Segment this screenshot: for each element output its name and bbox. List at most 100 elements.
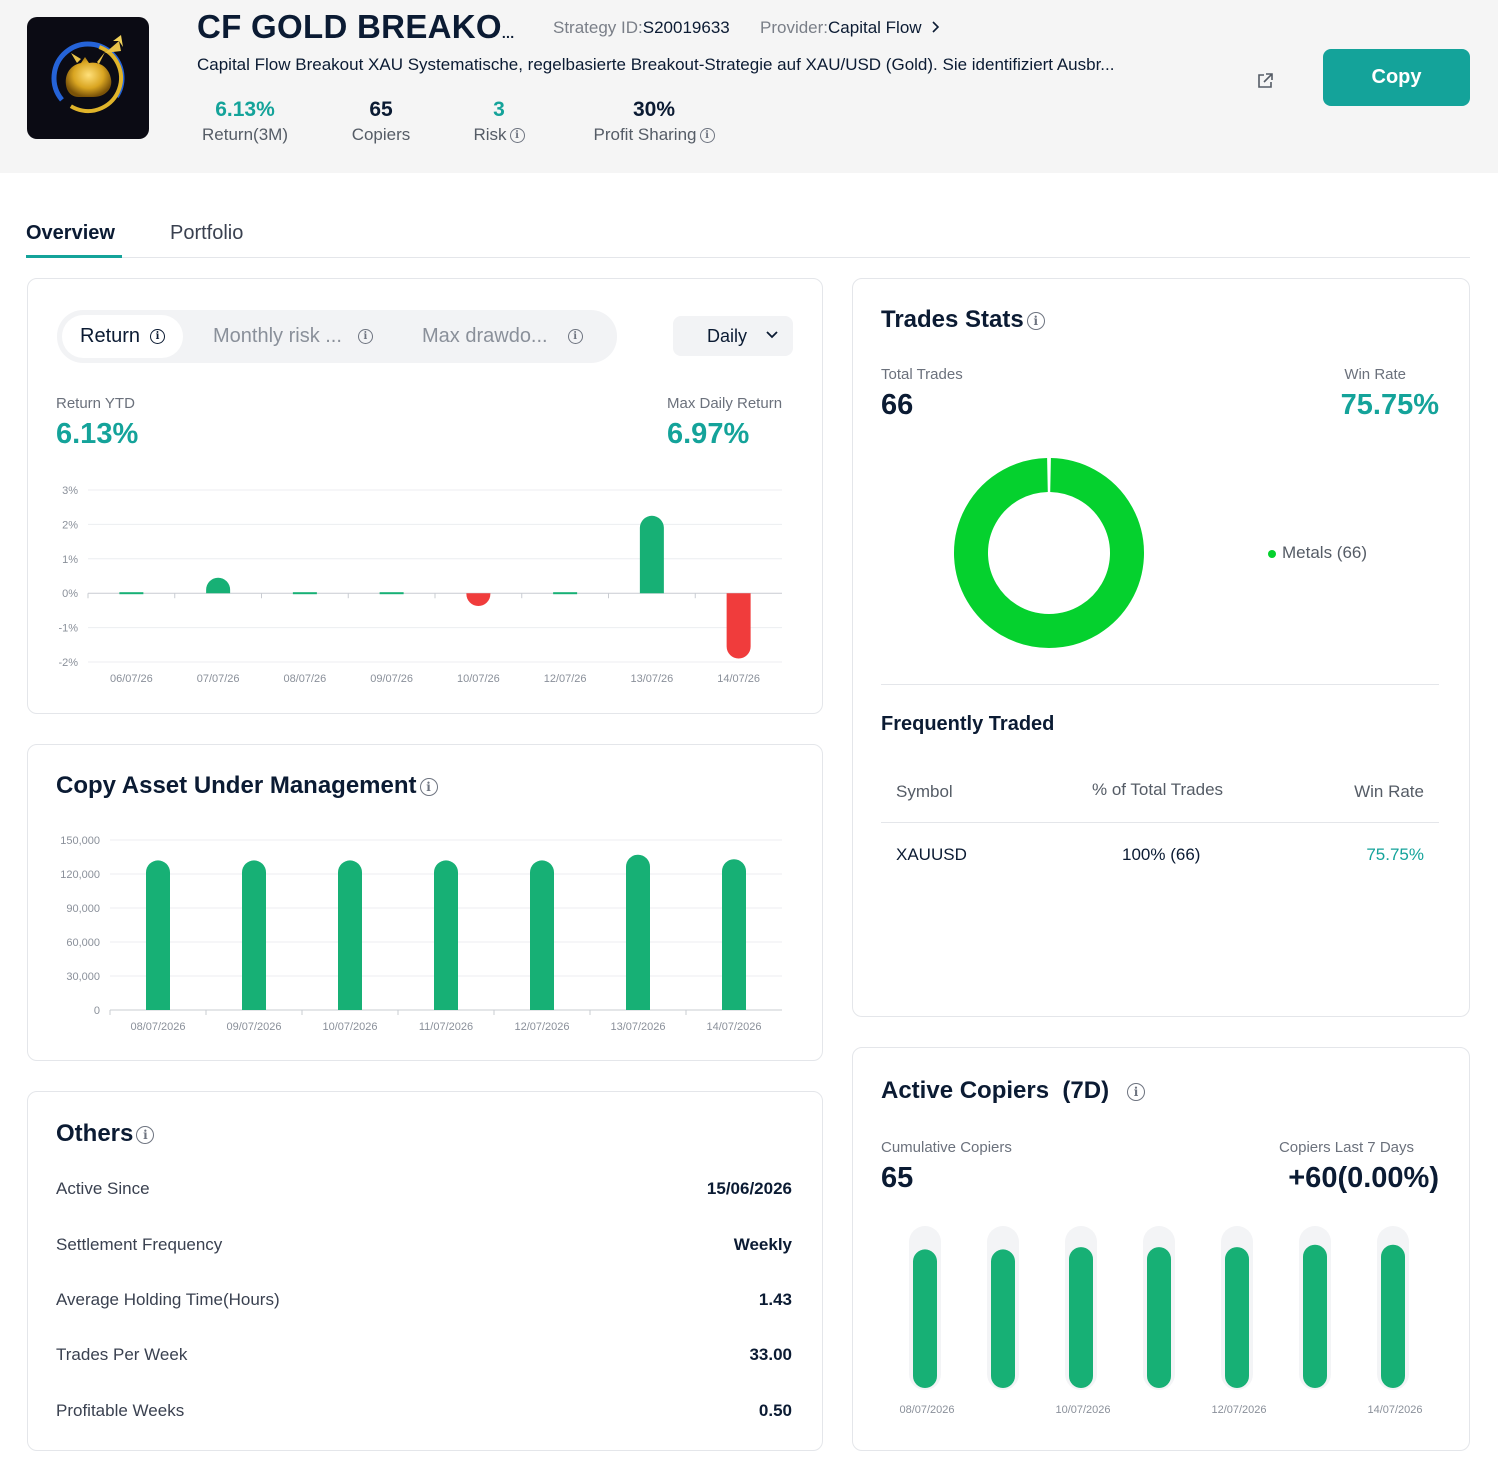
bar [722, 859, 746, 1010]
x-tick-label: 08/07/2026 [899, 1404, 954, 1416]
tab-bar: Overview Portfolio [26, 218, 1470, 258]
info-icon[interactable]: i [357, 329, 373, 345]
column-header-symbol: Symbol [896, 782, 953, 801]
chevron-right-icon [932, 21, 940, 33]
bar [1225, 1247, 1249, 1388]
stat-return: 6.13% Return(3M) [202, 98, 288, 144]
tab-overview[interactable]: Overview [26, 222, 115, 244]
x-tick-label: 09/07/26 [370, 673, 413, 685]
daily-return-chart: 3% 2% 1% 0% -1% -2% 06/07/26 07/07/26 08/07/26 09… [58, 485, 782, 685]
x-tick-label: 12/07/2026 [514, 1021, 569, 1033]
segment-monthly-risk[interactable]: Monthly risk ... i [213, 315, 373, 358]
bar [146, 860, 170, 1010]
bar [119, 592, 144, 595]
y-tick-label: -2% [58, 657, 78, 669]
column-header-win-rate: Win Rate [1354, 782, 1424, 801]
y-tick-label: 150,000 [60, 835, 100, 847]
y-tick-label: -1% [58, 623, 78, 635]
x-tick-label: 11/07/2026 [419, 1021, 473, 1033]
return-ytd-value: 6.13% [56, 418, 139, 450]
bar [639, 515, 664, 594]
period-dropdown[interactable]: Daily [673, 316, 793, 356]
bar [913, 1249, 937, 1388]
trades-stats-title: Trades Stats i [881, 306, 1045, 334]
strategy-logo [27, 17, 149, 139]
x-tick-label: 06/07/26 [110, 673, 153, 685]
bar [530, 860, 554, 1010]
bar [991, 1249, 1015, 1388]
info-icon[interactable]: i [509, 128, 525, 144]
bar [379, 592, 404, 595]
info-icon[interactable]: i [567, 329, 583, 345]
active-since-label: Active Since [56, 1179, 150, 1198]
frequently-traded-title: Frequently Traded [881, 713, 1055, 735]
provider-link[interactable]: Provider:Capital Flow [760, 18, 942, 38]
y-tick-label: 0 [94, 1005, 100, 1017]
settlement-value: Weekly [733, 1235, 792, 1254]
donut-legend: Metals (66) [1268, 543, 1367, 563]
cell-pct: 100% (66) [1122, 845, 1201, 864]
x-tick-label: 10/07/2026 [1055, 1404, 1110, 1416]
strategy-header: CF GOLD BREAKO... Strategy ID:S20019633 … [0, 0, 1498, 173]
others-title: Others i [56, 1120, 155, 1148]
y-tick-label: 90,000 [66, 903, 100, 915]
x-tick-label: 10/07/26 [457, 673, 500, 685]
legend-dot-icon [1268, 549, 1276, 558]
y-tick-label: 120,000 [60, 869, 100, 881]
trades-donut-chart [954, 458, 1144, 648]
strategy-title: CF GOLD BREAKO... [197, 8, 515, 45]
column-header-pct: % of Total Trades [1092, 780, 1224, 799]
total-trades-label: Total Trades [881, 366, 963, 383]
x-tick-label: 14/07/2026 [706, 1021, 761, 1033]
info-icon[interactable]: i [150, 329, 166, 345]
segment-return[interactable]: Return i [62, 315, 184, 358]
win-rate-label: Win Rate [1344, 366, 1406, 383]
x-tick-label: 07/07/26 [197, 673, 240, 685]
trades-stats-card [852, 278, 1470, 1017]
bar [466, 593, 491, 607]
y-tick-label: 1% [62, 554, 78, 566]
bar [553, 592, 578, 595]
return-ytd-label: Return YTD [56, 395, 135, 412]
info-icon[interactable]: i [419, 777, 438, 796]
bar [338, 860, 362, 1010]
bar [1069, 1247, 1093, 1388]
bar [1147, 1247, 1171, 1388]
tab-active-indicator [26, 255, 122, 258]
x-tick-label: 09/07/2026 [226, 1021, 281, 1033]
strategy-description: Capital Flow Breakout XAU Systematische,… [197, 55, 1115, 74]
info-icon[interactable]: i [1026, 311, 1045, 330]
info-icon[interactable]: i [699, 128, 715, 144]
bull-logo-icon [51, 35, 125, 115]
x-tick-label: 13/07/26 [630, 673, 673, 685]
x-tick-label: 10/07/2026 [322, 1021, 377, 1033]
copy-button[interactable]: Copy [1323, 49, 1470, 106]
x-tick-label: 12/07/26 [544, 673, 587, 685]
y-tick-label: 0% [62, 588, 78, 600]
active-since-value: 15/06/2026 [706, 1179, 792, 1198]
x-tick-label: 14/07/26 [717, 673, 760, 685]
holding-time-value: 1.43 [758, 1290, 792, 1309]
active-copiers-title: Active Copiers (7D) i [881, 1077, 1146, 1105]
profitable-weeks-value: 0.50 [758, 1401, 792, 1420]
aum-chart: 150,000 120,000 90,000 60,000 30,000 0 08/07/2… [60, 835, 782, 1033]
info-icon[interactable]: i [1127, 1082, 1146, 1101]
y-tick-label: 2% [62, 519, 78, 531]
external-link-icon[interactable] [1256, 72, 1274, 90]
chevron-down-icon [766, 331, 778, 339]
y-tick-label: 3% [62, 485, 78, 497]
bar [292, 592, 317, 595]
bar [626, 854, 650, 1010]
settlement-label: Settlement Frequency [56, 1235, 223, 1254]
stat-profit-sharing: 30% Profit Sharing i [584, 98, 724, 145]
bar [434, 860, 459, 1010]
segment-max-drawdown[interactable]: Max drawdo... i [422, 315, 583, 358]
info-icon[interactable]: i [136, 1125, 155, 1144]
y-tick-label: 30,000 [66, 971, 100, 983]
cumulative-copiers-value: 65 [881, 1162, 914, 1194]
x-tick-label: 13/07/2026 [610, 1021, 665, 1033]
donut-slice [954, 458, 1144, 648]
aum-title: Copy Asset Under Management i [56, 772, 438, 800]
tab-portfolio[interactable]: Portfolio [170, 222, 244, 244]
max-daily-value: 6.97% [667, 418, 750, 450]
